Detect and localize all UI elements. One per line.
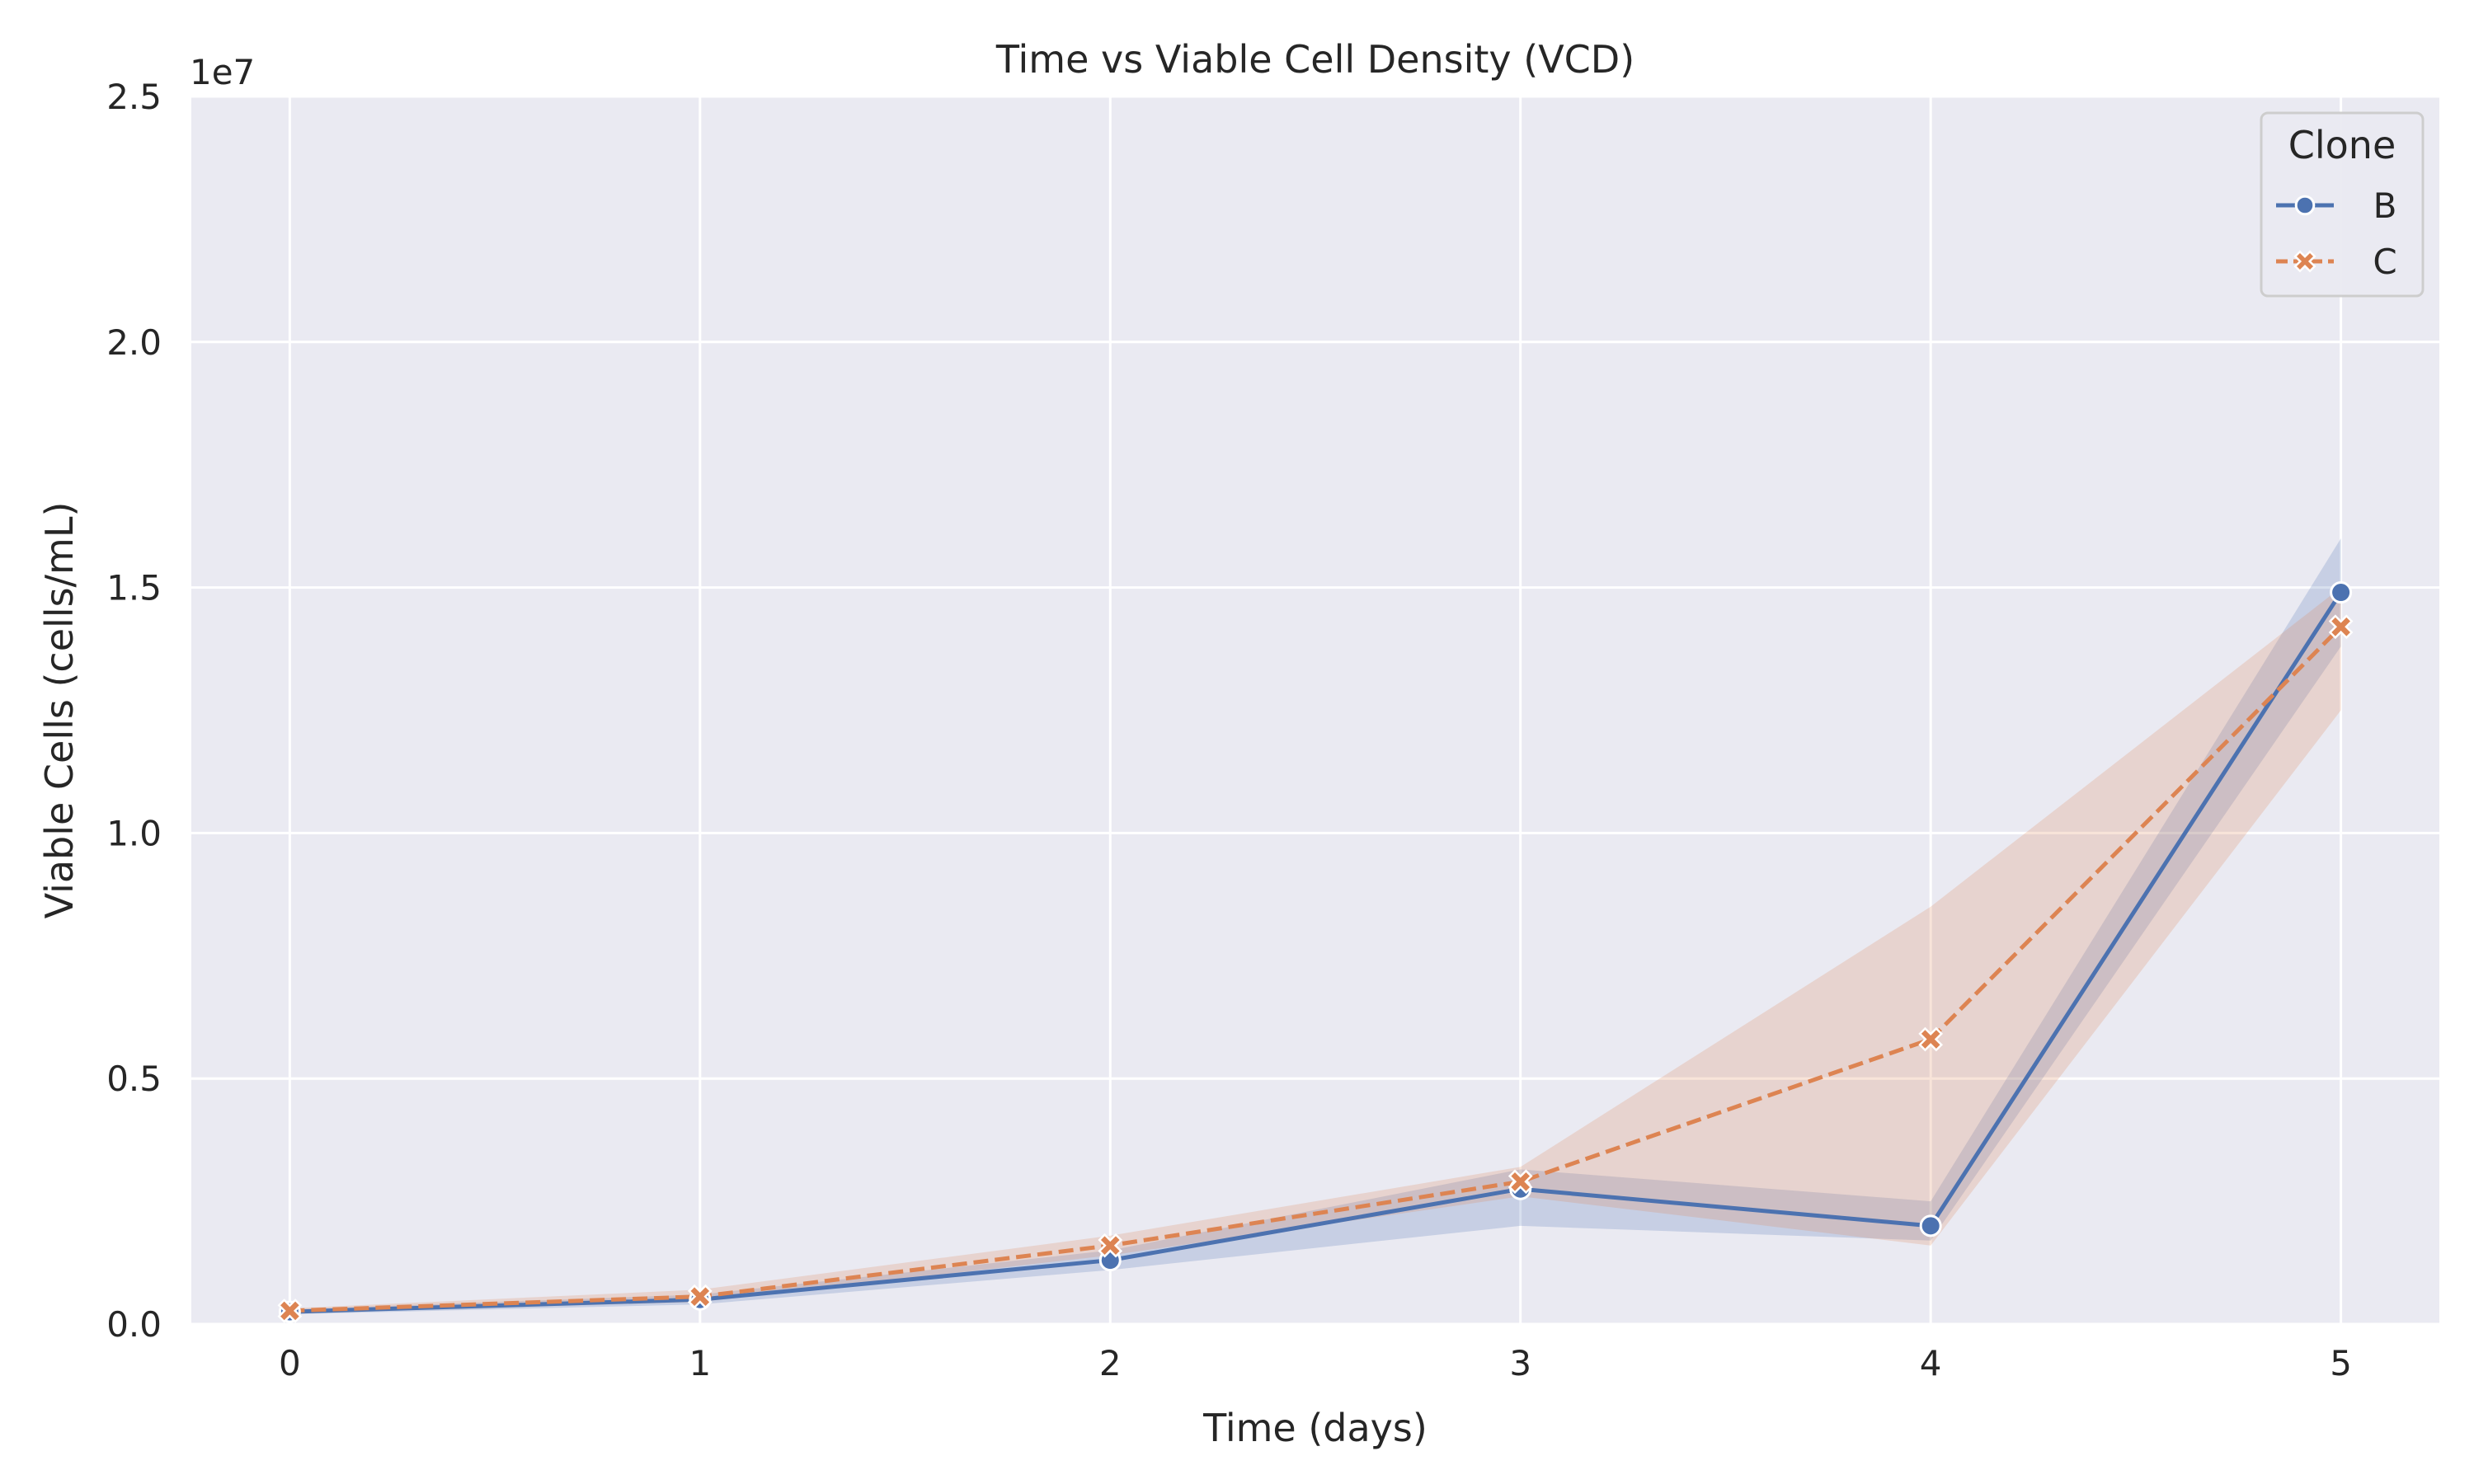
x-tick-label: 1 — [689, 1343, 711, 1383]
y-axis-offset-label: 1e7 — [190, 52, 255, 92]
y-tick-label: 2.5 — [106, 77, 162, 117]
y-tick-label: 1.5 — [106, 568, 162, 608]
series-line-c — [289, 625, 2343, 1313]
x-tick-label: 5 — [2330, 1343, 2352, 1383]
legend-marker-c-shape — [2293, 250, 2316, 273]
series-markers — [277, 581, 2354, 1323]
confidence-bands — [289, 538, 2341, 1315]
data-point-c — [1507, 1169, 1533, 1195]
data-point-c — [2328, 614, 2354, 640]
series-lines — [289, 591, 2343, 1314]
legend-title: Clone — [2288, 123, 2396, 167]
data-point-b — [2330, 581, 2353, 604]
data-point-c — [1918, 1026, 1944, 1052]
series-line-b — [289, 591, 2343, 1314]
legend-marker-c — [2293, 250, 2316, 273]
legend-item-c: C — [2276, 242, 2397, 282]
data-point-c — [277, 1298, 303, 1323]
y-axis-label: Viable Cells (cells/mL) — [37, 502, 82, 919]
plot-area — [191, 96, 2439, 1324]
data-point-c — [687, 1284, 713, 1309]
data-point-c-shape — [277, 1298, 303, 1323]
legend-items: BC — [2276, 186, 2397, 282]
x-tick-label: 0 — [279, 1343, 301, 1383]
y-tick-label: 0.0 — [106, 1304, 162, 1345]
legend-marker-b — [2294, 195, 2316, 216]
legend-label-b: B — [2373, 186, 2397, 226]
x-axis-ticks: 0 1 2 3 4 5 — [279, 1343, 2352, 1383]
y-tick-label: 1.0 — [106, 813, 162, 853]
data-point-c-shape — [1507, 1169, 1533, 1195]
legend-box — [2260, 111, 2425, 298]
data-point-c-shape — [2328, 614, 2354, 640]
data-point-b — [1919, 1214, 1942, 1237]
legend-item-b: B — [2276, 186, 2396, 226]
y-tick-label: 0.5 — [106, 1059, 162, 1099]
chart-title: Time vs Viable Cell Density (VCD) — [995, 37, 1634, 82]
data-point-c-shape — [1098, 1233, 1123, 1258]
x-tick-label: 4 — [1920, 1343, 1942, 1383]
legend: Clone BC — [2260, 111, 2425, 298]
confidence-band-c — [289, 587, 2341, 1313]
x-axis-label: Time (days) — [1202, 1406, 1427, 1450]
data-point-c-shape — [687, 1284, 713, 1309]
data-point-c-shape — [1918, 1026, 1944, 1052]
y-tick-label: 2.0 — [106, 322, 162, 363]
x-tick-label: 2 — [1099, 1343, 1122, 1383]
y-axis-ticks: 0.0 0.5 1.0 1.5 2.0 2.5 — [106, 77, 162, 1345]
legend-label-c: C — [2373, 242, 2396, 282]
grid — [191, 95, 2439, 1326]
data-point-c — [1098, 1233, 1123, 1258]
x-tick-label: 3 — [1509, 1343, 1531, 1383]
